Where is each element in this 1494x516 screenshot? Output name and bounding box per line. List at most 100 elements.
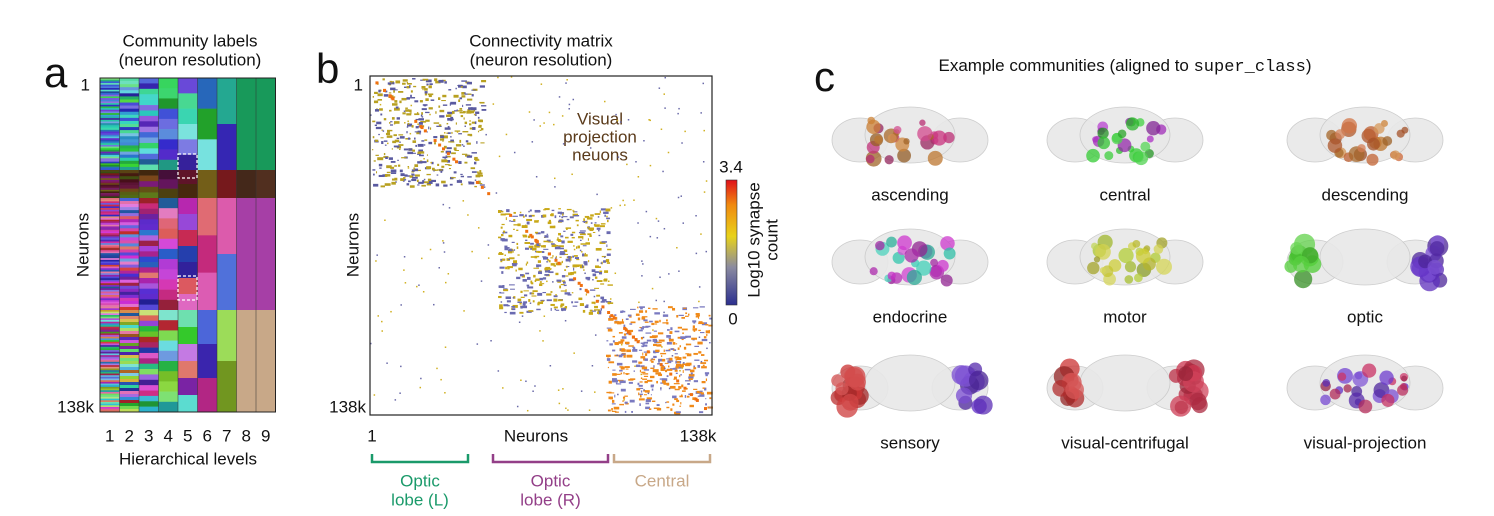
community-blob	[874, 135, 883, 144]
label-stripe	[100, 208, 120, 211]
matrix-dot	[404, 86, 407, 88]
label-stripe	[119, 130, 140, 134]
panel-title: Example communities (aligned to super_cl…	[938, 56, 1311, 77]
diagonal-dot	[423, 129, 427, 133]
matrix-dot	[638, 398, 645, 401]
label-stripe	[100, 114, 120, 117]
matrix-dot	[481, 108, 487, 111]
label-stripe	[100, 385, 120, 388]
matrix-dot	[378, 133, 380, 136]
label-stripe	[100, 139, 120, 142]
label-stripe	[119, 102, 140, 106]
label-stripe	[119, 285, 140, 290]
matrix-dot	[642, 342, 645, 345]
matrix-dot	[631, 410, 633, 413]
matrix-dot	[428, 107, 433, 110]
matrix-dot	[466, 110, 472, 114]
diagonal-dot	[584, 288, 588, 292]
matrix-dot	[523, 215, 525, 218]
matrix-dot	[681, 142, 683, 144]
matrix-dot	[651, 335, 658, 338]
community-blob	[1135, 248, 1151, 264]
matrix-dot	[423, 181, 429, 184]
matrix-dot	[435, 111, 437, 114]
matrix-dot	[620, 372, 623, 375]
label-stripe	[100, 406, 120, 409]
matrix-dot	[542, 256, 547, 258]
matrix-dot	[620, 388, 626, 392]
matrix-dot	[698, 329, 701, 332]
matrix-dot	[395, 80, 401, 84]
matrix-dot	[406, 131, 408, 134]
label-stripe	[178, 78, 198, 94]
panel-title: (neuron resolution)	[470, 50, 613, 69]
matrix-dot	[573, 215, 580, 217]
matrix-dot	[498, 210, 500, 213]
matrix-dot	[380, 185, 385, 188]
matrix-dot	[413, 167, 415, 171]
matrix-dot	[441, 159, 448, 163]
matrix-dot	[410, 104, 413, 107]
matrix-dot	[650, 375, 655, 379]
matrix-dot	[474, 156, 478, 160]
label-stripe	[139, 251, 159, 257]
label-stripe	[119, 160, 140, 165]
matrix-dot	[640, 377, 643, 380]
matrix-dot	[565, 407, 567, 410]
community-blob	[1367, 137, 1380, 151]
matrix-dot	[403, 148, 409, 151]
matrix-dot	[537, 264, 542, 267]
matrix-dot	[442, 140, 444, 142]
matrix-dot	[402, 82, 406, 85]
label-stripe	[236, 310, 257, 413]
matrix-dot	[663, 300, 665, 303]
matrix-dot	[414, 113, 420, 116]
label-stripe	[139, 153, 159, 160]
matrix-dot	[499, 304, 503, 308]
matrix-dot	[505, 266, 507, 270]
matrix-dot	[458, 99, 461, 103]
matrix-dot	[407, 120, 409, 123]
group-bracket	[491, 454, 610, 464]
panel-b: b Connectivity matrix (neuron resolution…	[316, 31, 781, 509]
matrix-dot	[612, 379, 618, 383]
matrix-dot	[417, 169, 421, 172]
label-stripe	[139, 148, 159, 155]
matrix-dot	[383, 94, 389, 97]
matrix-dot	[462, 85, 467, 89]
matrix-dot	[637, 382, 640, 386]
label-stripe	[100, 365, 120, 368]
diagonal-dot	[577, 281, 581, 285]
community-blob	[1097, 127, 1109, 139]
matrix-dot	[616, 321, 619, 323]
label-stripe	[100, 254, 120, 257]
matrix-dot	[415, 118, 421, 121]
label-stripe	[178, 184, 198, 199]
diagonal-dot	[480, 185, 484, 189]
matrix-dot	[597, 311, 602, 315]
community-blob	[1124, 275, 1134, 284]
matrix-dot	[685, 343, 692, 346]
matrix-dot	[706, 391, 713, 395]
matrix-dot	[679, 374, 681, 378]
matrix-dot	[555, 294, 557, 296]
matrix-dot	[548, 271, 554, 274]
matrix-dot	[407, 122, 410, 125]
label-stripe	[100, 189, 120, 192]
matrix-dot	[606, 215, 608, 218]
community-blob	[841, 393, 859, 411]
matrix-dot	[558, 219, 564, 223]
matrix-dot	[623, 372, 625, 375]
matrix-dot	[614, 316, 618, 320]
community-blob	[866, 119, 881, 134]
matrix-dot	[532, 290, 538, 293]
matrix-dot	[705, 398, 707, 400]
label-stripe	[100, 218, 120, 221]
community-blob	[943, 247, 956, 260]
matrix-dot	[445, 155, 448, 157]
matrix-dot	[613, 406, 620, 410]
matrix-dot	[384, 144, 387, 146]
matrix-dot	[681, 367, 684, 369]
label-stripe	[100, 191, 120, 194]
label-stripe	[100, 178, 120, 181]
